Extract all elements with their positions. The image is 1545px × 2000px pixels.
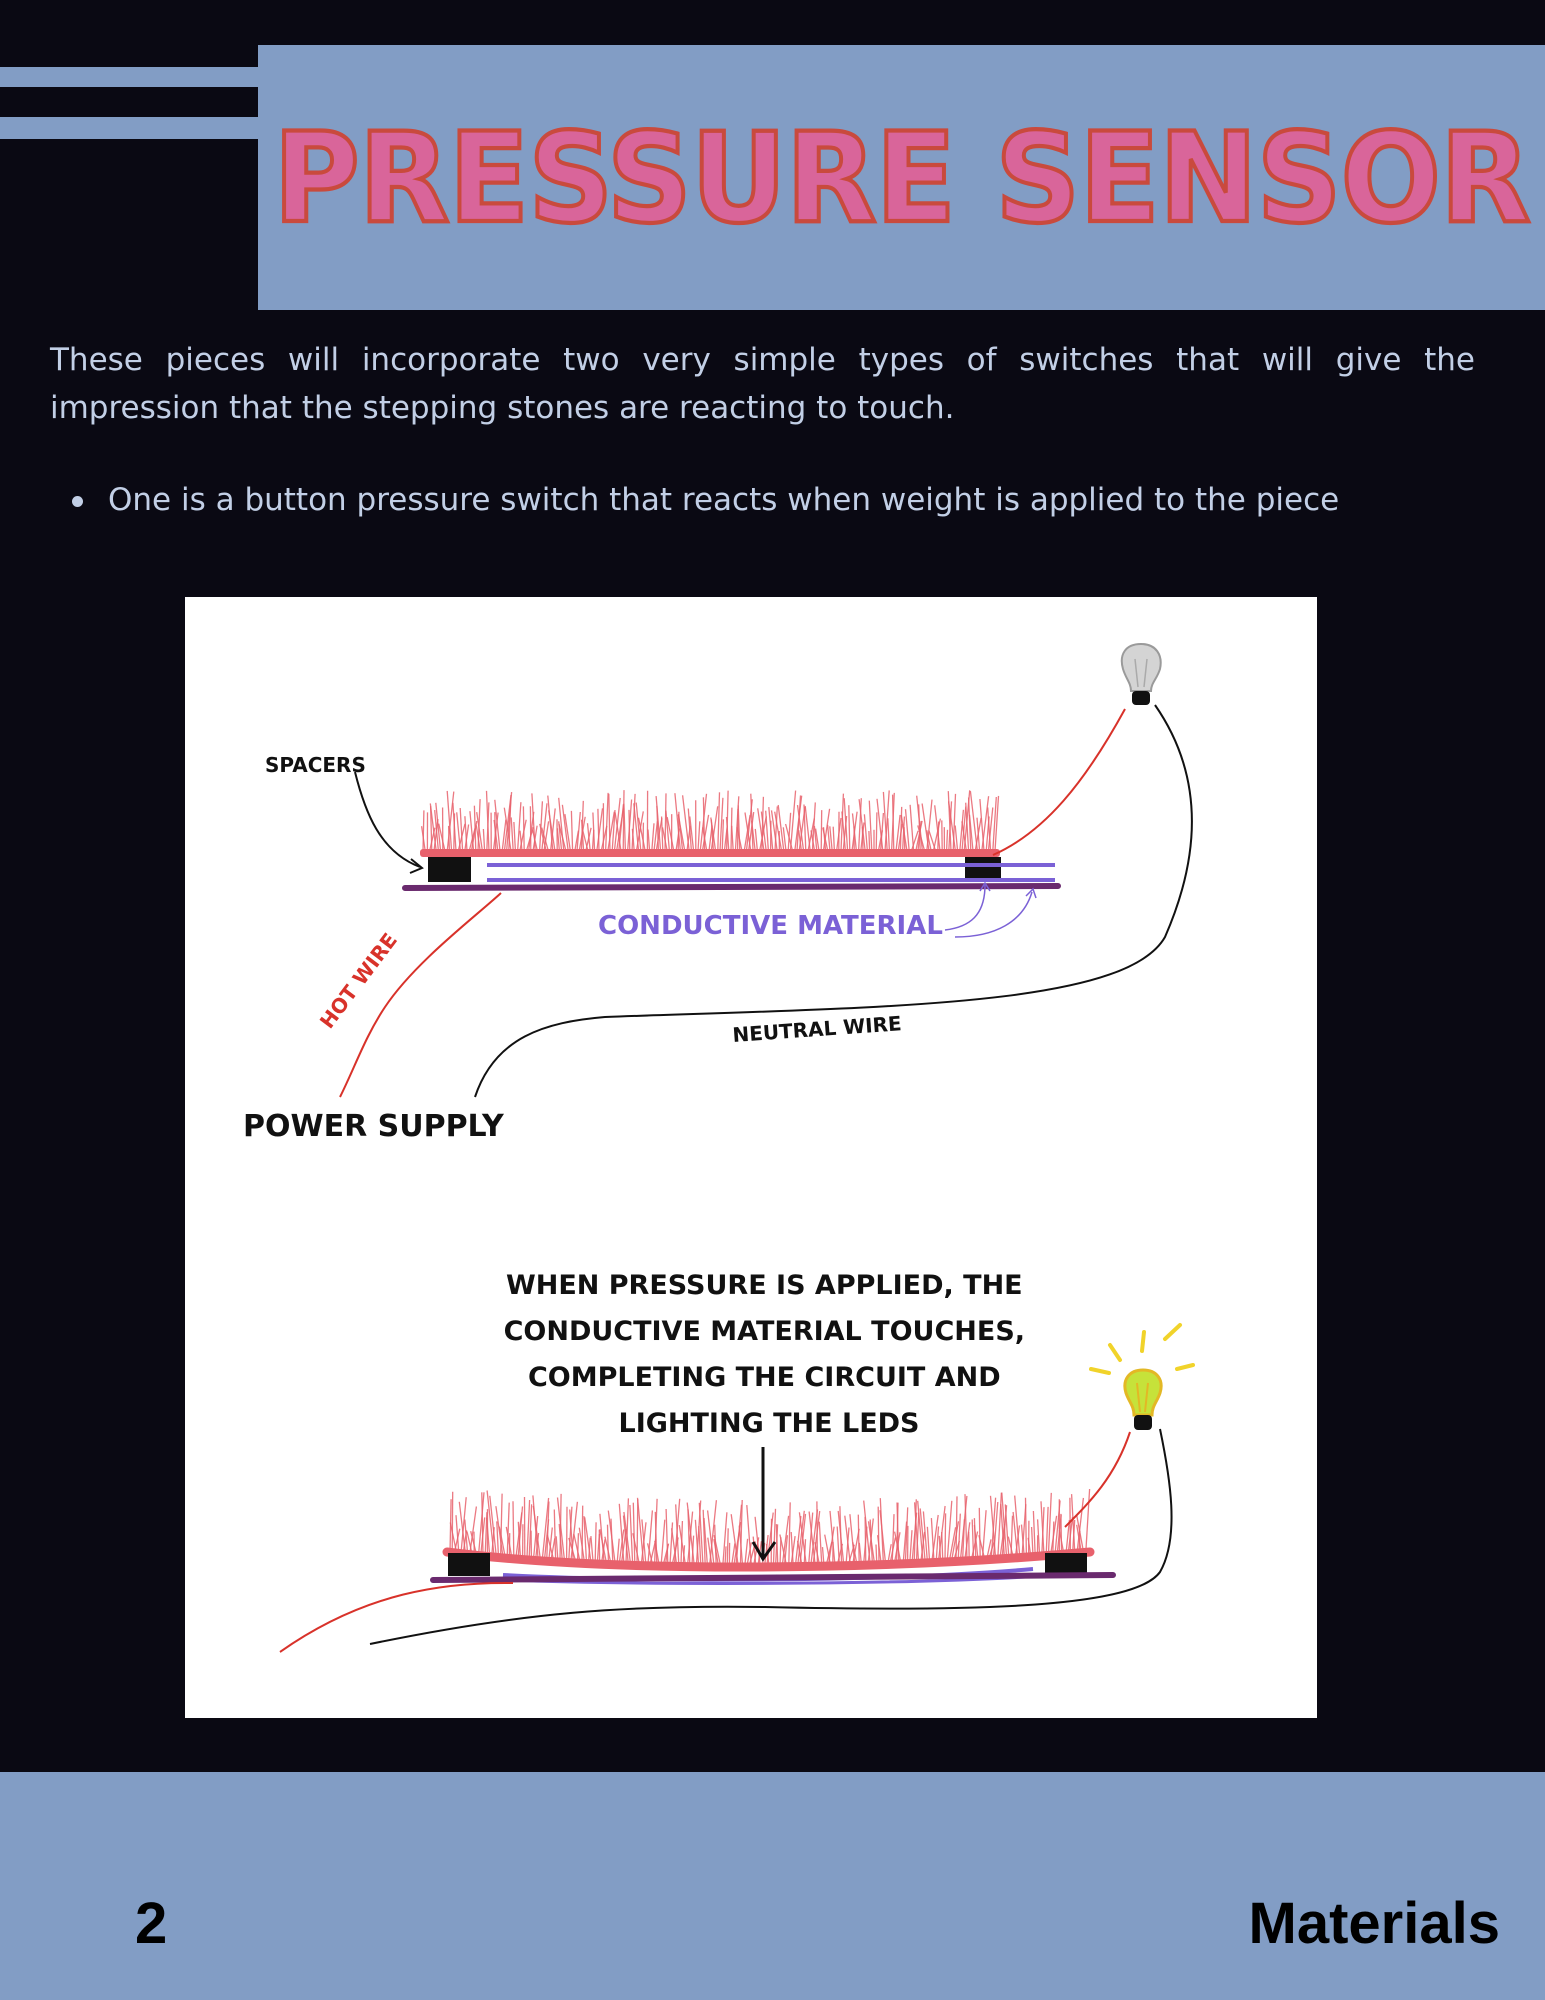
caption-line-2: CONDUCTIVE MATERIAL TOUCHES, [504, 1316, 1025, 1347]
conductive-arrow-1 [944, 884, 986, 931]
spacer-left [428, 857, 471, 882]
top-plate-upper [420, 849, 1000, 857]
caption-line-3: COMPLETING THE CIRCUIT AND [528, 1362, 1001, 1393]
neutral-wire-bottom [369, 1428, 1173, 1645]
spacer-right-bottom [1045, 1553, 1087, 1574]
top-plate-pressed [442, 1547, 1095, 1572]
bullet-item: One is a button pressure switch that rea… [58, 476, 1458, 524]
hot-wire-bottom [279, 1581, 514, 1653]
neutral-wire-path [474, 704, 1193, 1098]
intro-paragraph: These pieces will incorporate two very s… [50, 342, 1475, 426]
title-banner [258, 45, 1545, 310]
power-supply-label: POWER SUPPLY [243, 1109, 505, 1144]
spacer-left-bottom [448, 1553, 490, 1576]
header-stripe-bottom [0, 117, 258, 139]
hot-wire-bottom-to-bulb [1064, 1431, 1131, 1528]
spacer-right [965, 857, 1001, 882]
bulb-on-icon [1123, 1368, 1163, 1430]
pressure-sensor-diagram: SPACERS CONDUCTIVE MATERIAL HOT WIRE NEU… [185, 597, 1317, 1718]
bullet-list: One is a button pressure switch that rea… [58, 476, 1458, 524]
bulb-off-icon [1120, 642, 1162, 705]
caption-line-4: LIGHTING THE LEDS [619, 1408, 920, 1439]
neutral-wire-label: NEUTRAL WIRE [732, 1011, 903, 1047]
pressed-caption: WHEN PRESSURE IS APPLIED, THE CONDUCTIVE… [504, 1270, 1035, 1439]
footer-bar [0, 1772, 1545, 2000]
hot-wire-to-bulb [992, 708, 1126, 856]
bullet-dot-icon [72, 496, 83, 507]
conductive-arrow-2 [954, 891, 1033, 938]
caption-line-1: WHEN PRESSURE IS APPLIED, THE [506, 1270, 1023, 1301]
hot-wire-path [339, 892, 502, 1098]
section-name: Materials [1248, 1891, 1500, 1956]
spacers-label: SPACERS [265, 753, 366, 777]
page-number: 2 [135, 1891, 168, 1956]
base-plate-top [402, 883, 1061, 891]
conductive-material-label: CONDUCTIVE MATERIAL [598, 911, 943, 941]
page-title: PRESSURE SENSOR [271, 103, 1533, 252]
header-stripe-top [0, 67, 258, 87]
spacers-arrow [354, 771, 421, 868]
diagram-illustration: SPACERS CONDUCTIVE MATERIAL HOT WIRE NEU… [243, 642, 1195, 1653]
grass-bottom [449, 1488, 1091, 1567]
hot-wire-label: HOT WIRE [315, 928, 402, 1033]
grass-top [420, 790, 1000, 852]
bullet-text: One is a button pressure switch that rea… [108, 482, 1340, 518]
base-plate-bottom [430, 1572, 1116, 1583]
light-rays-icon [1089, 1323, 1195, 1375]
